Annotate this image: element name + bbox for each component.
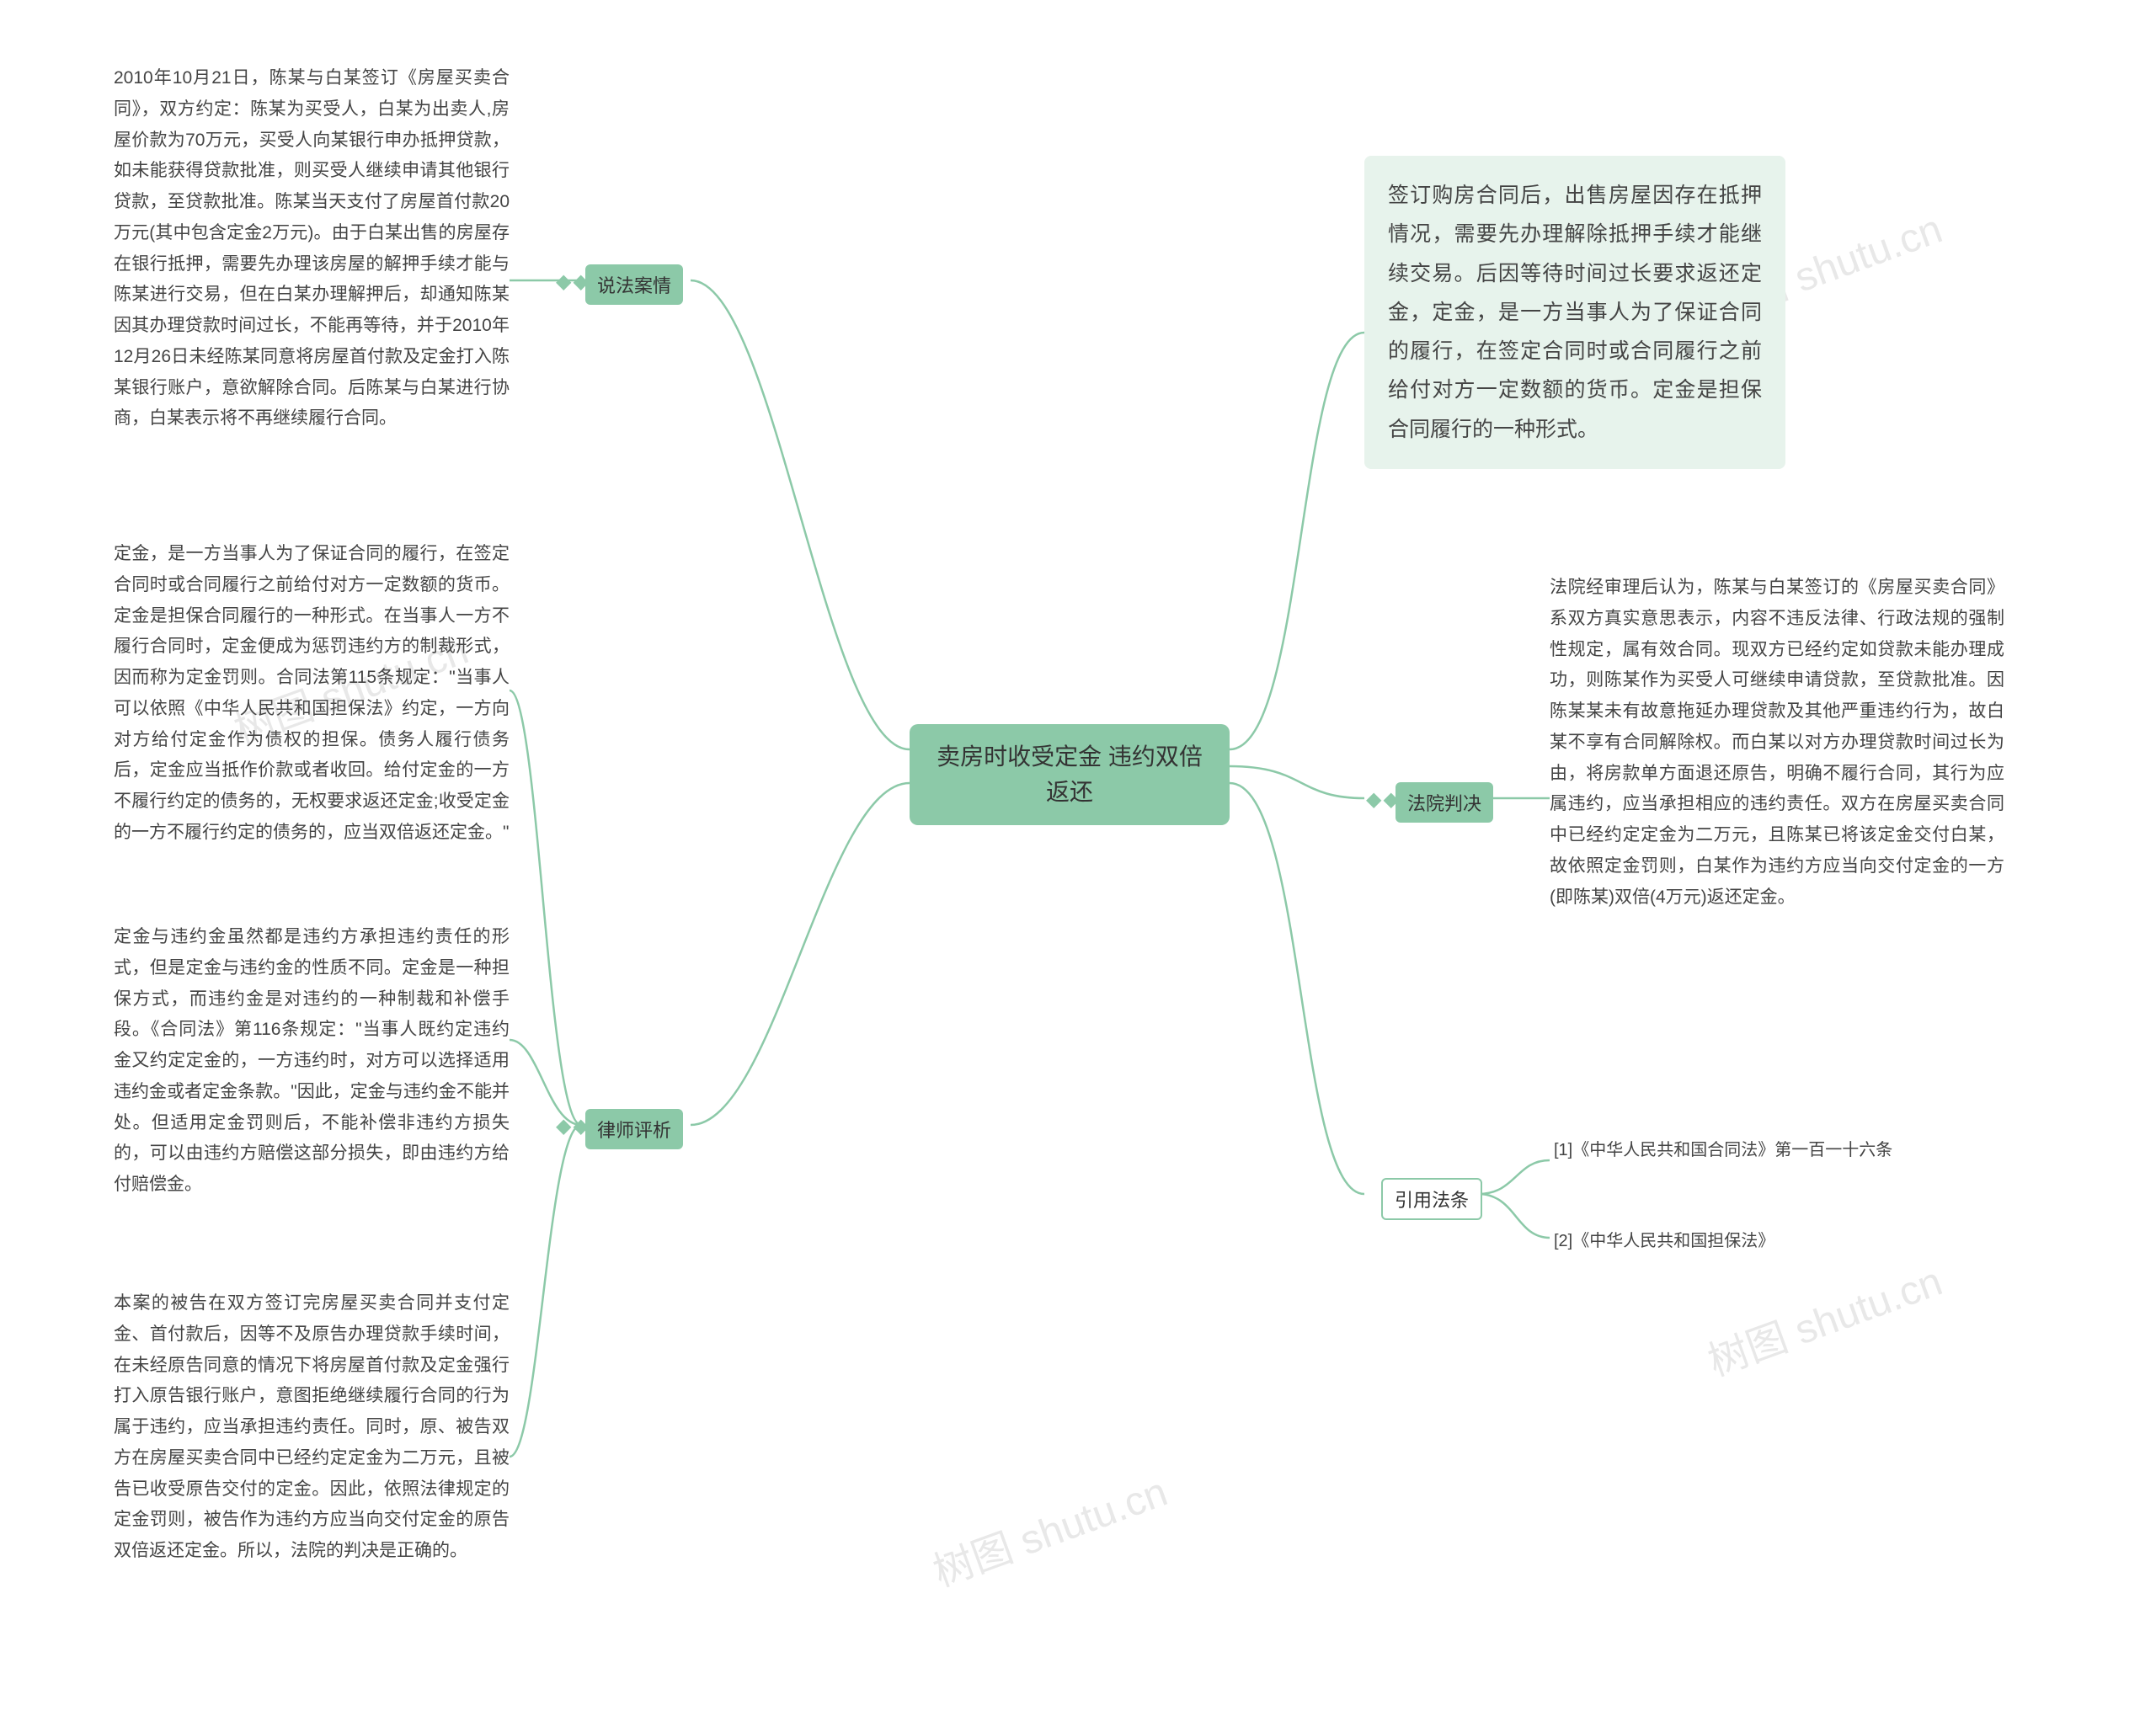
root-title-line2: 返还 <box>931 775 1208 810</box>
branch-laws: 引用法条 <box>1381 1178 1482 1220</box>
watermark: 树图 shutu.cn <box>924 1458 1174 1597</box>
leaf-verdict-text: 法院经审理后认为，陈某与白某签订的《房屋买卖合同》系双方真实意思表示，内容不违反… <box>1550 573 2004 913</box>
leaf-case-text: 2010年10月21日，陈某与白某签订《房屋买卖合同》，双方约定：陈某为买受人，… <box>114 63 510 434</box>
branch-case: 说法案情 <box>585 264 683 305</box>
leaf-law-1: [1]《中华人民共和国合同法》第一百一十六条 <box>1554 1137 1992 1164</box>
leaf-analysis-p1: 定金，是一方当事人为了保证合同的履行，在签定合同时或合同履行之前给付对方一定数额… <box>114 539 510 849</box>
branch-analysis: 律师评析 <box>585 1109 683 1149</box>
leaf-law-2: [2]《中华人民共和国担保法》 <box>1554 1228 1992 1255</box>
root-node: 卖房时收受定金 违约双倍 返还 <box>910 724 1230 825</box>
root-title-line1: 卖房时收受定金 违约双倍 <box>931 739 1208 775</box>
leaf-analysis-p2: 定金与违约金虽然都是违约方承担违约责任的形式，但是定金与违约金的性质不同。定金是… <box>114 922 510 1201</box>
watermark: 树图 shutu.cn <box>1699 1248 1949 1387</box>
branch-verdict: 法院判决 <box>1396 782 1493 823</box>
leaf-intro-box: 签订购房合同后，出售房屋因存在抵押情况，需要先办理解除抵押手续才能继续交易。后因… <box>1364 156 1785 469</box>
leaf-analysis-p3: 本案的被告在双方签订完房屋买卖合同并支付定金、首付款后，因等不及原告办理贷款手续… <box>114 1288 510 1567</box>
